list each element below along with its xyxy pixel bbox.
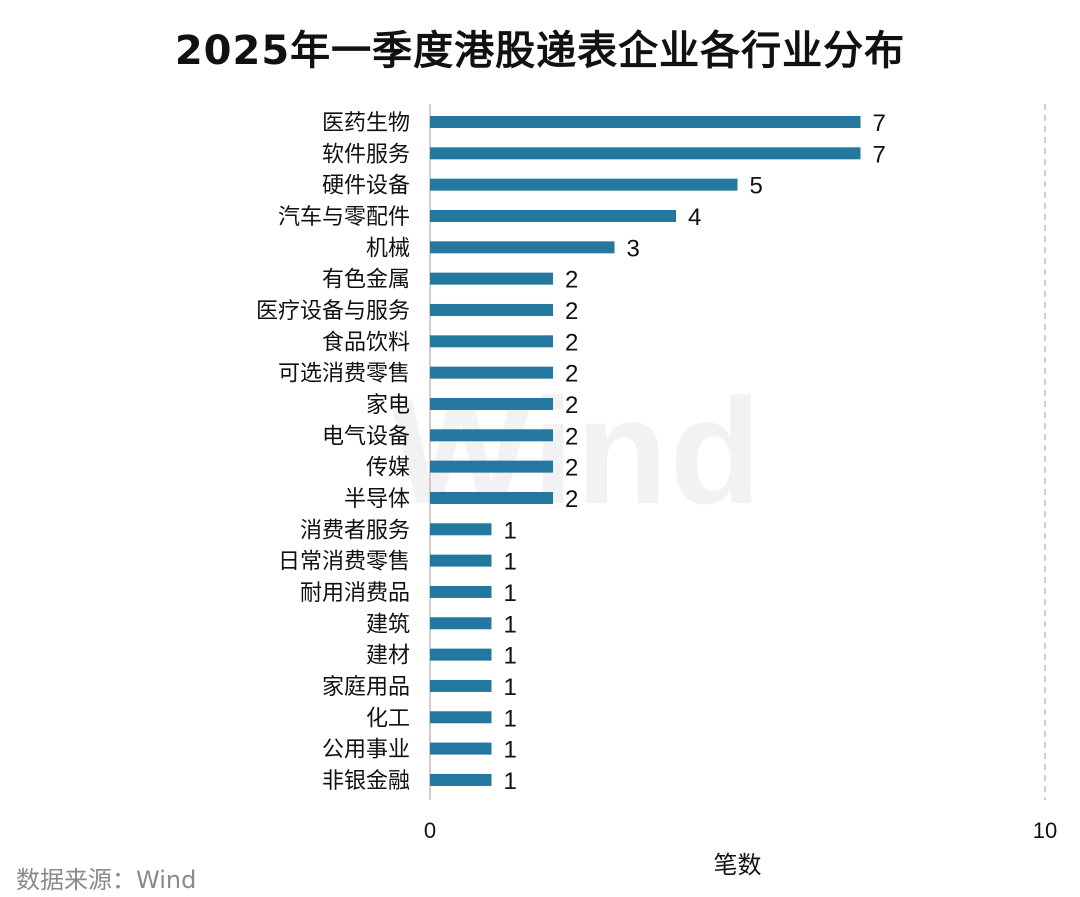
bar: [430, 429, 553, 442]
x-tick-label: 0: [424, 818, 436, 843]
data-label: 1: [504, 517, 517, 544]
bar: [430, 460, 553, 473]
bar: [430, 366, 553, 379]
bar: [430, 209, 676, 222]
data-label: 1: [504, 580, 517, 607]
bar: [430, 585, 492, 598]
category-label: 消费者服务: [300, 518, 410, 543]
category-label: 家庭用品: [322, 675, 410, 700]
category-label: 可选消费零售: [278, 362, 410, 387]
category-label: 建筑: [366, 612, 410, 637]
data-label: 5: [750, 173, 763, 200]
category-label: 硬件设备: [322, 174, 410, 199]
bar: [430, 617, 492, 630]
data-label: 2: [565, 392, 578, 419]
category-label: 建材: [366, 644, 410, 669]
bar: [430, 491, 553, 504]
data-label: 1: [504, 674, 517, 701]
category-label: 公用事业: [322, 738, 410, 763]
bar: [430, 303, 553, 316]
data-label: 4: [688, 204, 701, 231]
category-label: 机械: [366, 236, 410, 261]
data-label: 1: [504, 768, 517, 795]
data-label: 2: [565, 455, 578, 482]
category-label: 半导体: [344, 487, 410, 512]
category-label: 有色金属: [322, 268, 410, 293]
category-label: 传媒: [366, 456, 410, 481]
bar: [430, 679, 492, 692]
bar: [430, 554, 492, 567]
bar: [430, 272, 553, 285]
category-label: 医药生物: [322, 111, 410, 136]
bar: [430, 178, 738, 191]
data-label: 2: [565, 267, 578, 294]
data-label: 1: [504, 611, 517, 638]
bar: [430, 147, 861, 160]
category-label: 软件服务: [322, 142, 410, 167]
chart-title: 2025年一季度港股递表企业各行业分布: [174, 28, 906, 74]
bar: [430, 335, 553, 348]
bar: [430, 773, 492, 786]
category-label: 日常消费零售: [278, 550, 410, 575]
bar: [430, 523, 492, 536]
data-label: 1: [504, 705, 517, 732]
data-label: 2: [565, 329, 578, 356]
category-label: 食品饮料: [322, 330, 410, 355]
category-label: 汽车与零配件: [278, 205, 410, 230]
category-label: 家电: [366, 393, 410, 418]
category-label: 电气设备: [322, 424, 410, 449]
data-label: 2: [565, 423, 578, 450]
data-label: 2: [565, 298, 578, 325]
category-label: 非银金融: [322, 769, 410, 794]
category-label: 医疗设备与服务: [256, 299, 410, 324]
data-label: 7: [873, 110, 886, 137]
data-label: 2: [565, 486, 578, 513]
x-axis-label: 笔数: [714, 851, 762, 879]
bar: [430, 241, 615, 254]
data-label: 1: [504, 549, 517, 576]
bar: [430, 711, 492, 724]
data-label: 3: [627, 235, 640, 262]
x-tick-label: 10: [1033, 818, 1057, 843]
bar: [430, 742, 492, 755]
category-label: 耐用消费品: [300, 581, 410, 606]
data-label: 2: [565, 361, 578, 388]
source-note: 数据来源：Wind: [16, 866, 197, 894]
data-label: 1: [504, 643, 517, 670]
bar: [430, 397, 553, 410]
bar: [430, 116, 861, 128]
bar: [430, 648, 492, 661]
data-label: 7: [873, 141, 886, 168]
data-label: 1: [504, 737, 517, 764]
category-label: 化工: [366, 706, 410, 731]
